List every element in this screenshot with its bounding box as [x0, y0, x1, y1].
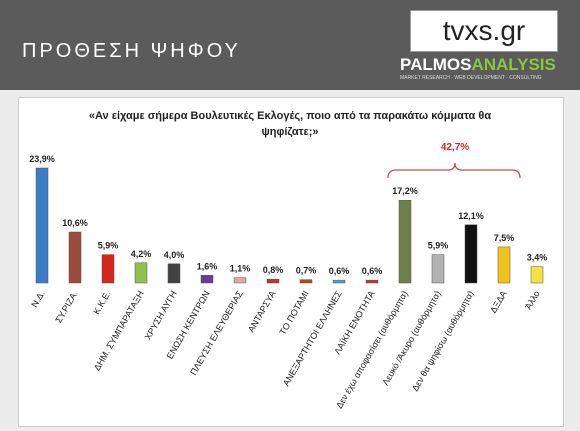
- value-label: 10,6%: [62, 218, 88, 228]
- bar: [497, 246, 511, 284]
- x-tick-label: Δεν θα ψηφίσω (αυθόρμητα): [410, 289, 476, 393]
- value-label: 1,1%: [230, 264, 251, 274]
- bar: [35, 167, 49, 284]
- x-tick-label: Λευκό /Άκυρο (αυθόρμητα): [380, 289, 442, 387]
- bar: [530, 266, 544, 284]
- bar: [431, 254, 445, 284]
- value-label: 0,6%: [362, 266, 383, 276]
- logo-part: ANALYSIS: [471, 55, 556, 74]
- x-tick-label: ΣΥ.ΡΙΖΑ.: [53, 289, 79, 325]
- x-tick-label: ΔΞΔΑ: [488, 289, 509, 315]
- value-label: 17,2%: [392, 186, 418, 196]
- logo-tagline: MARKET RESEARCH · WEB DEVELOPMENT · CONS…: [400, 75, 542, 81]
- x-tick-label: ΧΡΥΣΗ ΑΥΓΗ: [143, 289, 179, 342]
- logo-part: PALMOS: [400, 55, 472, 74]
- bar: [365, 279, 379, 284]
- value-label: 4,0%: [164, 250, 185, 260]
- value-label: 4,2%: [131, 249, 152, 259]
- x-tick-label: Κ.Κ.Ε.: [91, 289, 112, 316]
- value-label: 0,7%: [296, 266, 317, 276]
- logo: PALMOSANALYSIS: [400, 55, 565, 75]
- bar: [398, 199, 412, 284]
- x-tick-label: ΤΟ ΠΟΤΑΜΙ: [277, 289, 310, 337]
- bar: [299, 279, 313, 284]
- slide-title: ΠΡΟΘΕΣΗ ΨΗΦΟΥ: [22, 40, 241, 62]
- chart-title: «Αν είχαμε σήμερα Βουλευτικές Εκλογές, π…: [88, 110, 492, 138]
- value-label: 5,9%: [98, 241, 119, 251]
- bar: [167, 263, 181, 284]
- value-label: 7,5%: [494, 233, 515, 243]
- x-tick-label: Ν.Δ.: [29, 289, 46, 309]
- value-label: 0,8%: [263, 265, 284, 275]
- bar: [233, 277, 247, 284]
- value-label: 5,9%: [428, 241, 449, 251]
- value-label: 0,6%: [329, 266, 350, 276]
- bar: [200, 275, 214, 284]
- x-tick-label: Άλλο: [523, 289, 542, 311]
- x-tick-label: ΑΝΕΞΑΡΤΗΤΟΙ ΕΛΛΗΝΕΣ: [281, 289, 344, 388]
- bar: [101, 254, 115, 284]
- bar: [266, 278, 280, 284]
- bar: [134, 262, 148, 284]
- value-label: 12,1%: [458, 211, 484, 221]
- annotation: 42,7%: [441, 142, 469, 153]
- bar: [332, 279, 346, 284]
- bar: [68, 231, 82, 284]
- logo: tvxs.gr: [410, 10, 558, 52]
- value-label: 1,6%: [197, 261, 218, 271]
- x-tick-label: ΑΝΤΑΡΣΥΑ: [246, 289, 278, 334]
- bar: [464, 224, 478, 284]
- value-label: 3,4%: [527, 253, 548, 263]
- value-label: 23,9%: [29, 154, 55, 164]
- bracket: [387, 162, 521, 179]
